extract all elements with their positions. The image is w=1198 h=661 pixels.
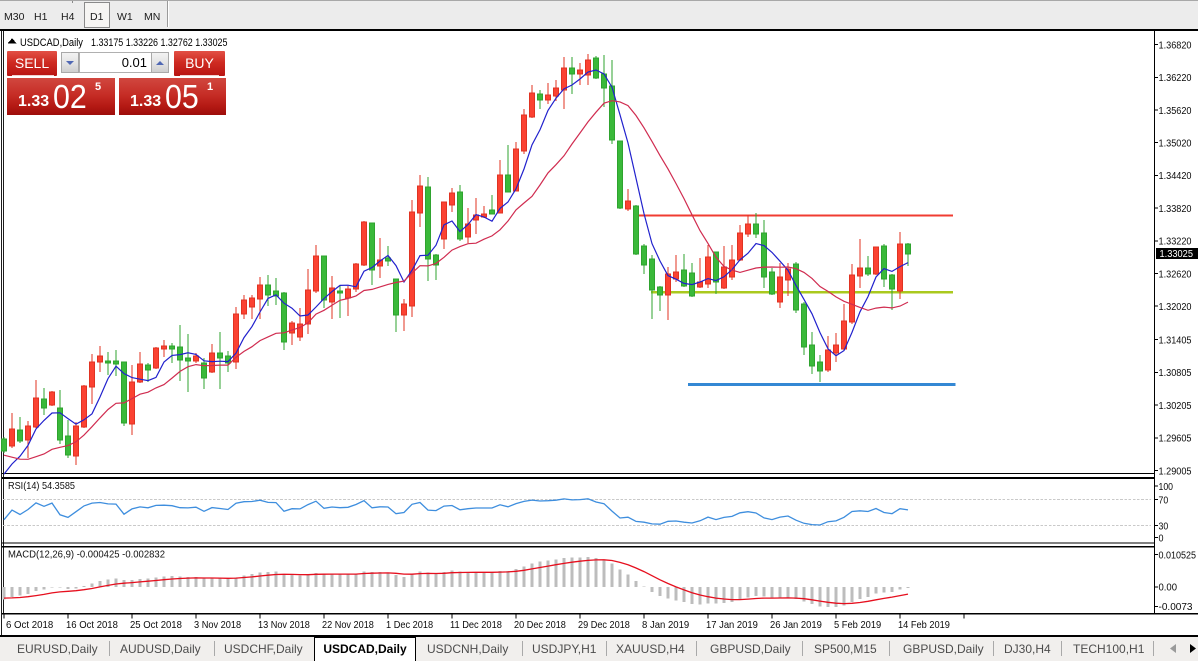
svg-text:1.33220: 1.33220: [1159, 237, 1192, 248]
svg-text:0.010525: 0.010525: [1159, 550, 1197, 561]
svg-text:1 Dec 2018: 1 Dec 2018: [386, 619, 433, 631]
svg-text:USDCAD,Daily: USDCAD,Daily: [20, 37, 84, 49]
svg-text:13 Nov 2018: 13 Nov 2018: [258, 619, 310, 631]
svg-text:29 Dec 2018: 29 Dec 2018: [578, 619, 630, 631]
svg-text:20 Dec 2018: 20 Dec 2018: [514, 619, 566, 631]
svg-text:100: 100: [1159, 482, 1174, 493]
svg-text:1.31405: 1.31405: [1159, 336, 1192, 347]
svg-text:1.29605: 1.29605: [1159, 434, 1192, 445]
svg-text:1.32620: 1.32620: [1159, 269, 1192, 280]
svg-text:25 Oct 2018: 25 Oct 2018: [130, 619, 182, 631]
svg-text:1.33175 1.33226 1.32762 1.3302: 1.33175 1.33226 1.32762 1.33025: [91, 37, 228, 49]
svg-text:0: 0: [1159, 534, 1164, 545]
svg-text:6 Oct 2018: 6 Oct 2018: [6, 619, 53, 631]
svg-text:1.30805: 1.30805: [1159, 368, 1192, 379]
svg-text:17 Jan 2019: 17 Jan 2019: [706, 619, 758, 631]
svg-text:1.34420: 1.34420: [1159, 171, 1192, 182]
svg-text:22 Nov 2018: 22 Nov 2018: [322, 619, 374, 631]
svg-text:1.29005: 1.29005: [1159, 466, 1192, 477]
svg-text:1.30205: 1.30205: [1159, 401, 1192, 412]
svg-text:1.33025: 1.33025: [1160, 249, 1194, 260]
svg-text:1.36220: 1.36220: [1159, 73, 1192, 84]
svg-text:0.00: 0.00: [1159, 583, 1178, 594]
svg-text:RSI(14) 54.3585: RSI(14) 54.3585: [8, 480, 75, 492]
svg-text:11 Dec 2018: 11 Dec 2018: [450, 619, 502, 631]
svg-text:1.36820: 1.36820: [1159, 40, 1192, 51]
svg-text:3 Nov 2018: 3 Nov 2018: [194, 619, 241, 631]
svg-text:1.35620: 1.35620: [1159, 106, 1192, 117]
svg-text:5 Feb 2019: 5 Feb 2019: [834, 619, 881, 631]
svg-text:70: 70: [1159, 495, 1169, 506]
svg-text:-0.0073: -0.0073: [1159, 602, 1193, 613]
svg-text:30: 30: [1159, 521, 1169, 532]
svg-text:1.33820: 1.33820: [1159, 204, 1192, 215]
svg-text:14 Feb 2019: 14 Feb 2019: [898, 619, 950, 631]
svg-text:1.35020: 1.35020: [1159, 139, 1192, 150]
svg-text:16 Oct 2018: 16 Oct 2018: [66, 619, 118, 631]
svg-text:1.32020: 1.32020: [1159, 302, 1192, 313]
svg-text:MACD(12,26,9) -0.000425 -0.002: MACD(12,26,9) -0.000425 -0.002832: [8, 549, 165, 561]
svg-text:8 Jan 2019: 8 Jan 2019: [642, 619, 689, 631]
svg-text:26 Jan 2019: 26 Jan 2019: [770, 619, 822, 631]
